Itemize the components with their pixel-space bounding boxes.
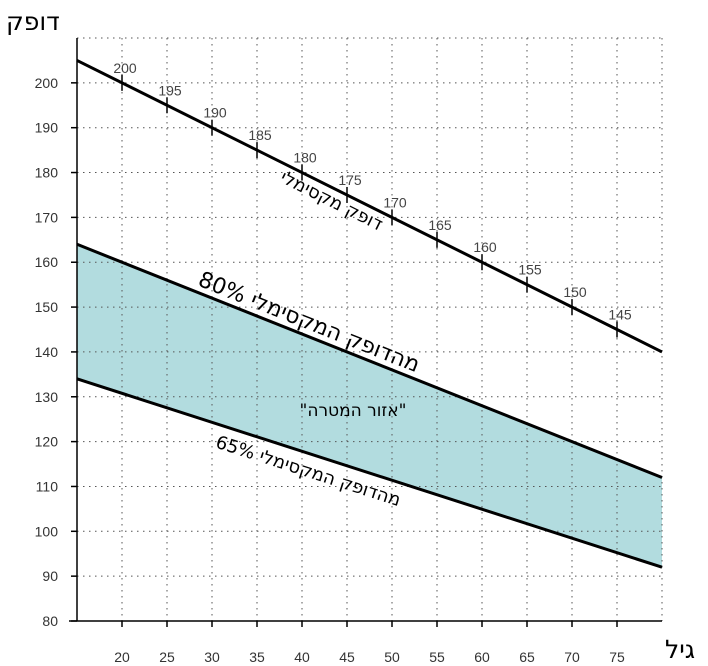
x-tick-label: 75 — [609, 649, 625, 665]
max-hr-line-label: דופק מקסימלי — [277, 167, 386, 236]
x-tick-label: 65 — [519, 649, 535, 665]
x-tick-label: 35 — [249, 649, 265, 665]
max-hr-annotation: 165 — [428, 217, 452, 233]
y-axis-title: דופק — [6, 7, 60, 36]
max-hr-annotation: 185 — [248, 127, 272, 143]
y-tick-label: 180 — [35, 165, 59, 181]
y-tick-label: 150 — [35, 299, 59, 315]
y-tick-label: 200 — [35, 75, 59, 91]
x-tick-label: 30 — [204, 649, 220, 665]
y-tick-label: 100 — [35, 523, 59, 539]
max-hr-annotation: 195 — [158, 82, 182, 98]
hr-80-line — [76, 242, 663, 479]
max-hr-annotation: 145 — [608, 307, 632, 323]
max-hr-annotation: 160 — [473, 239, 497, 255]
x-tick-label: 55 — [429, 649, 445, 665]
y-tick-label: 120 — [35, 434, 59, 450]
y-tick-label: 160 — [35, 254, 59, 270]
max-hr-line — [76, 59, 663, 354]
max-hr-annotation: 175 — [338, 172, 362, 188]
max-hr-annotation: 190 — [203, 105, 227, 121]
max-hr-annotation: 170 — [383, 194, 407, 210]
x-tick-label: 45 — [339, 649, 355, 665]
x-tick-label: 70 — [564, 649, 580, 665]
y-tick-label: 110 — [36, 478, 59, 494]
x-tick-label: 20 — [114, 649, 130, 665]
x-tick-label: 40 — [294, 649, 310, 665]
y-tick-label: 90 — [42, 568, 58, 584]
x-tick-label: 25 — [159, 649, 175, 665]
hr-65-line — [76, 377, 663, 569]
max-hr-annotation: 200 — [113, 60, 137, 76]
y-tick-label: 140 — [35, 344, 59, 360]
max-hr-annotation: 180 — [293, 150, 317, 166]
y-tick-label: 190 — [35, 120, 59, 136]
max-hr-annotation: 150 — [563, 284, 587, 300]
x-tick-label: 60 — [474, 649, 490, 665]
target-zone-label: "אזור המטרה" — [300, 401, 407, 421]
y-tick-label: 170 — [35, 209, 59, 225]
y-tick-label: 80 — [42, 613, 58, 629]
max-hr-annotation: 155 — [518, 262, 542, 278]
x-axis-title: גיל — [665, 635, 695, 664]
x-tick-label: 50 — [384, 649, 400, 665]
y-tick-label: 130 — [35, 389, 59, 405]
